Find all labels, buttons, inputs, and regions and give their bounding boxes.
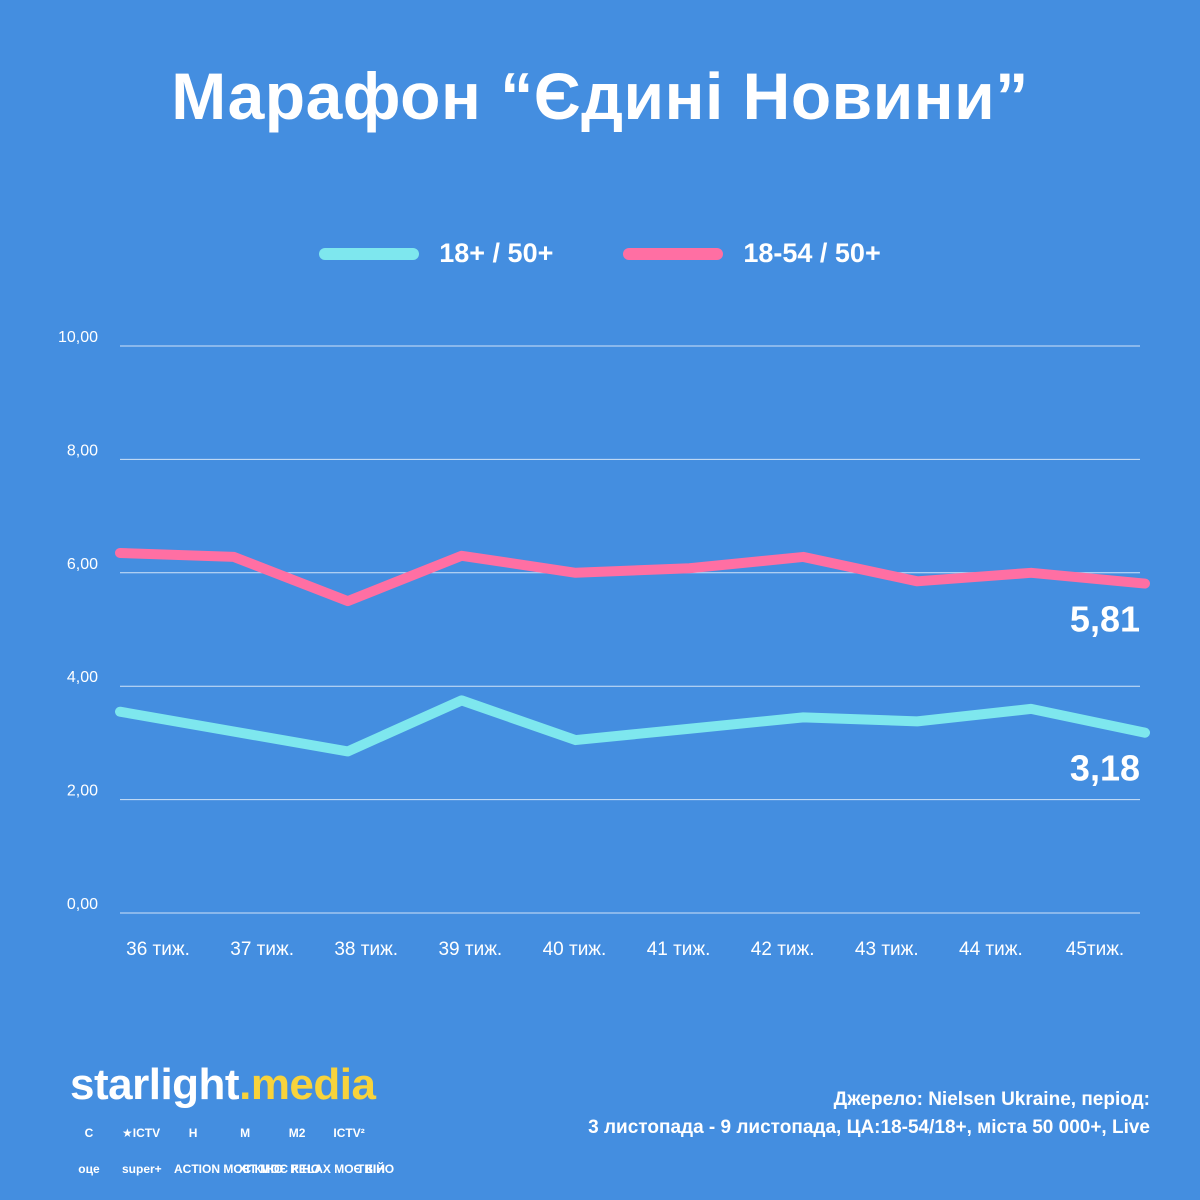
y-tick-label: 10,00 bbox=[58, 329, 98, 346]
legend-swatch-18-54 bbox=[623, 247, 724, 260]
source-line-2: 3 листопада - 9 листопада, ЦА:18-54/18+,… bbox=[588, 1117, 1150, 1138]
channel-logo: ХІТ МОЄ КІНО bbox=[238, 1162, 321, 1176]
legend-item-18-54: 18-54 / 50+ bbox=[623, 238, 881, 269]
source-note: Джерело: Nielsen Ukraine, період: 3 лист… bbox=[450, 1086, 1150, 1142]
source-line-1: Джерело: Nielsen Ukraine, період: bbox=[833, 1089, 1150, 1110]
channel-row-2: оце super+ ACTION МОЄ КІНО ХІТ МОЄ КІНО RELA… bbox=[70, 1151, 395, 1187]
end-value-label: 5,81 bbox=[1070, 599, 1140, 640]
brand-accent: media bbox=[250, 1060, 376, 1109]
channel-logo: М2 bbox=[288, 1126, 306, 1140]
x-tick-label: 42 тиж. bbox=[751, 939, 815, 960]
line-chart: 0,00 2,00 4,00 6,00 8,00 10,00 36 тиж. 37 тиж. 3… bbox=[58, 329, 1150, 960]
series-line-18-54 bbox=[115, 547, 1150, 607]
x-tick-label: 40 тиж. bbox=[543, 939, 607, 960]
chart-legend: 18+ / 50+ 18-54 / 50+ bbox=[0, 238, 1200, 269]
legend-item-18plus: 18+ / 50+ bbox=[319, 238, 553, 269]
legend-swatch-18plus bbox=[319, 247, 420, 260]
legend-label-18plus: 18+ / 50+ bbox=[439, 238, 554, 268]
channel-logo: ACTION МОЄ КІНО bbox=[174, 1162, 284, 1176]
channel-logo: оце bbox=[78, 1162, 100, 1176]
x-tick-label: 43 тиж. bbox=[855, 939, 919, 960]
brand-main: starlight bbox=[70, 1060, 240, 1109]
channel-logos: С ★ICTV Н М М2 ICTV² оце super+ ACTION МОЄ КІНО… bbox=[70, 1115, 395, 1187]
y-tick-label: 6,00 bbox=[67, 556, 98, 573]
legend-label-18-54: 18-54 / 50+ bbox=[743, 238, 881, 268]
x-tick-label: 37 тиж. bbox=[230, 939, 294, 960]
channel-logo: С bbox=[84, 1126, 94, 1140]
channel-logo: ICTV² bbox=[333, 1126, 365, 1140]
x-tick-label: 39 тиж. bbox=[438, 939, 502, 960]
x-tick-label: 36 тиж. bbox=[126, 939, 190, 960]
y-tick-label: 8,00 bbox=[67, 442, 98, 459]
x-tick-label: 44 тиж. bbox=[959, 939, 1023, 960]
end-value-label: 3,18 bbox=[1070, 748, 1140, 789]
y-tick-label: 0,00 bbox=[67, 896, 98, 913]
channel-row-1: С ★ICTV Н М М2 ICTV² bbox=[70, 1115, 390, 1151]
y-tick-label: 2,00 bbox=[67, 783, 98, 800]
x-tick-label: 45тиж. bbox=[1066, 939, 1124, 960]
channel-logo: RELAX МОЄ КІНО bbox=[290, 1162, 395, 1176]
y-tick-label: 4,00 bbox=[67, 669, 98, 686]
channel-logo: ТВІЙ bbox=[357, 1162, 385, 1176]
x-tick-label: 38 тиж. bbox=[334, 939, 398, 960]
channel-logo: М bbox=[240, 1126, 251, 1140]
channel-logo: ★ICTV bbox=[122, 1126, 161, 1140]
x-tick-label: 41 тиж. bbox=[647, 939, 711, 960]
channel-logo: super+ bbox=[122, 1162, 162, 1176]
brand-logo: starlight.media bbox=[70, 1060, 376, 1110]
brand-dot: . bbox=[239, 1060, 251, 1109]
page-title: Марафон “Єдині Новини” bbox=[171, 59, 1029, 133]
channel-logo: Н bbox=[188, 1126, 198, 1140]
series-line-18plus bbox=[115, 695, 1150, 757]
